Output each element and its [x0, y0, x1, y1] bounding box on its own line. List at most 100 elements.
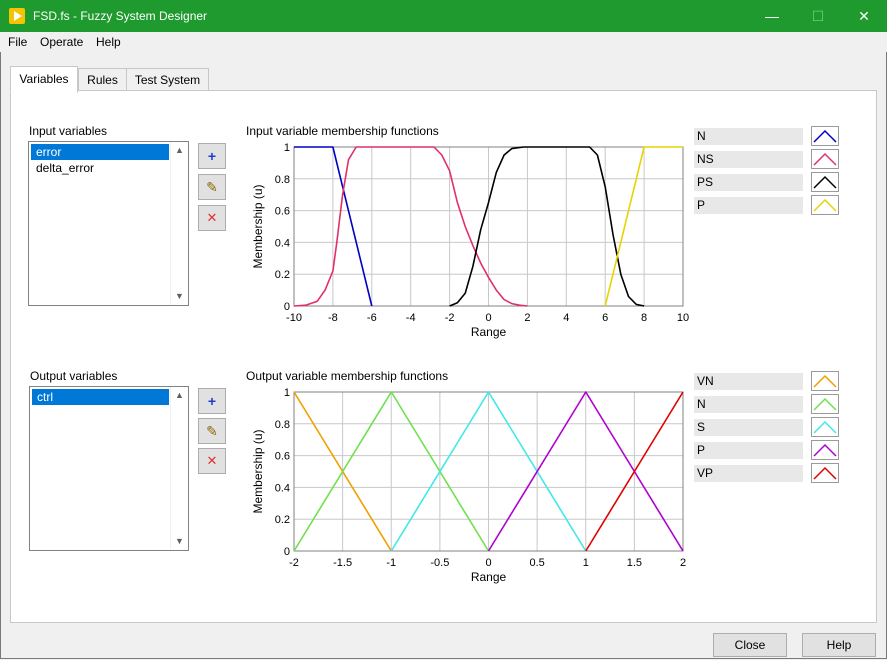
list-item-error[interactable]: error [31, 144, 169, 160]
x-tick-label: -6 [367, 312, 377, 324]
legend-name: NS [694, 151, 803, 168]
input-list-scrollbar[interactable]: ▲ ▼ [170, 142, 188, 305]
line-style-icon[interactable] [811, 394, 839, 414]
series-line-s [390, 391, 587, 552]
labview-app-icon [9, 8, 25, 24]
y-tick-label: 0 [284, 301, 290, 313]
legend-name: VN [694, 373, 803, 390]
x-tick-label: -1.5 [333, 557, 352, 569]
y-tick-label: 1 [284, 387, 290, 399]
y-tick-label: 0 [284, 546, 290, 558]
list-item-ctrl[interactable]: ctrl [32, 389, 169, 405]
x-tick-label: -4 [406, 312, 416, 324]
menu-bar: File Operate Help [0, 32, 887, 52]
add-output-variable-button[interactable]: + [198, 388, 226, 414]
input-plot-title: Input variable membership functions [246, 124, 439, 138]
x-tick-label: -2 [289, 557, 299, 569]
tab-rules[interactable]: Rules [78, 68, 127, 92]
x-tick-label: -2 [445, 312, 455, 324]
x-tick-label: 2 [524, 312, 530, 324]
scroll-down-icon[interactable]: ▼ [175, 536, 184, 546]
window-title: FSD.fs - Fuzzy System Designer [33, 9, 208, 23]
line-style-icon[interactable] [811, 440, 839, 460]
delete-output-variable-button[interactable]: ✕ [198, 448, 226, 474]
series-line-p [487, 391, 684, 552]
y-tick-label: 0.6 [275, 206, 290, 218]
x-tick-label: -8 [328, 312, 338, 324]
series-line-ns [293, 146, 528, 307]
close-window-button[interactable]: ✕ [858, 8, 870, 24]
y-axis-label: Membership (u) [251, 184, 265, 268]
scroll-up-icon[interactable]: ▲ [175, 390, 184, 400]
edit-output-variable-button[interactable]: ✎ [198, 418, 226, 444]
line-style-icon[interactable] [811, 172, 839, 192]
input-variables-list[interactable]: error delta_error ▲ ▼ [28, 141, 189, 306]
help-button[interactable]: Help [802, 633, 876, 657]
close-button[interactable]: Close [713, 633, 787, 657]
line-style-icon[interactable] [811, 149, 839, 169]
menu-help[interactable]: Help [96, 35, 121, 49]
edit-input-variable-button[interactable]: ✎ [198, 174, 226, 200]
title-bar: FSD.fs - Fuzzy System Designer — ☐ ✕ [0, 0, 887, 32]
x-tick-label: -1 [386, 557, 396, 569]
series-line-n [293, 391, 490, 552]
legend-row-p[interactable]: P [694, 195, 844, 215]
series-line-ps [449, 146, 645, 307]
menu-operate[interactable]: Operate [40, 35, 84, 49]
line-style-icon[interactable] [811, 126, 839, 146]
legend-name: VP [694, 465, 803, 482]
y-tick-label: 0.8 [275, 419, 290, 431]
y-tick-label: 0.8 [275, 174, 290, 186]
line-style-icon[interactable] [811, 463, 839, 483]
output-plot-title: Output variable membership functions [246, 369, 449, 383]
minimize-button[interactable]: — [765, 8, 779, 24]
x-tick-label: -10 [286, 312, 302, 324]
scroll-up-icon[interactable]: ▲ [175, 145, 184, 155]
x-axis-label: Range [471, 570, 507, 584]
y-tick-label: 0.6 [275, 451, 290, 463]
menu-file[interactable]: File [8, 35, 28, 49]
y-axis-label: Membership (u) [251, 429, 265, 513]
x-tick-label: 0 [485, 557, 491, 569]
line-style-icon[interactable] [811, 195, 839, 215]
x-tick-label: 0.5 [529, 557, 544, 569]
legend-row-n[interactable]: N [694, 126, 844, 146]
legend-name: S [694, 419, 803, 436]
tab-test-system[interactable]: Test System [126, 68, 209, 92]
y-tick-label: 0.2 [275, 514, 290, 526]
delete-input-variable-button[interactable]: ✕ [198, 205, 226, 231]
legend-row-vp[interactable]: VP [694, 463, 844, 483]
list-item-delta-error[interactable]: delta_error [36, 161, 95, 175]
x-tick-label: 6 [602, 312, 608, 324]
legend-row-s[interactable]: S [694, 417, 844, 437]
x-tick-label: 1.5 [627, 557, 642, 569]
output-variables-label: Output variables [30, 369, 118, 383]
output-list-scrollbar[interactable]: ▲ ▼ [170, 387, 188, 550]
x-axis-label: Range [471, 325, 507, 339]
x-tick-label: 1 [583, 557, 589, 569]
series-line-p [604, 146, 683, 307]
legend-row-n-out[interactable]: N [694, 394, 844, 414]
maximize-button[interactable]: ☐ [811, 8, 825, 24]
legend-row-p-out[interactable]: P [694, 440, 844, 460]
legend-name: N [694, 128, 803, 145]
add-input-variable-button[interactable]: + [198, 143, 226, 169]
y-tick-label: 1 [284, 142, 290, 154]
y-tick-label: 0.4 [275, 237, 290, 249]
scroll-down-icon[interactable]: ▼ [175, 291, 184, 301]
output-variables-list[interactable]: ctrl ▲ ▼ [29, 386, 189, 551]
line-style-icon[interactable] [811, 417, 839, 437]
legend-row-ns[interactable]: NS [694, 149, 844, 169]
series-line-n [294, 146, 373, 307]
plot-frame [293, 146, 684, 307]
legend-row-ps[interactable]: PS [694, 172, 844, 192]
legend-row-vn[interactable]: VN [694, 371, 844, 391]
x-tick-label: 10 [677, 312, 689, 324]
legend-name: PS [694, 174, 803, 191]
line-style-icon[interactable] [811, 371, 839, 391]
tab-variables[interactable]: Variables [10, 66, 78, 93]
x-tick-label: 4 [563, 312, 569, 324]
legend-name: N [694, 396, 803, 413]
series-line-vp [585, 391, 684, 552]
x-tick-label: 0 [485, 312, 491, 324]
